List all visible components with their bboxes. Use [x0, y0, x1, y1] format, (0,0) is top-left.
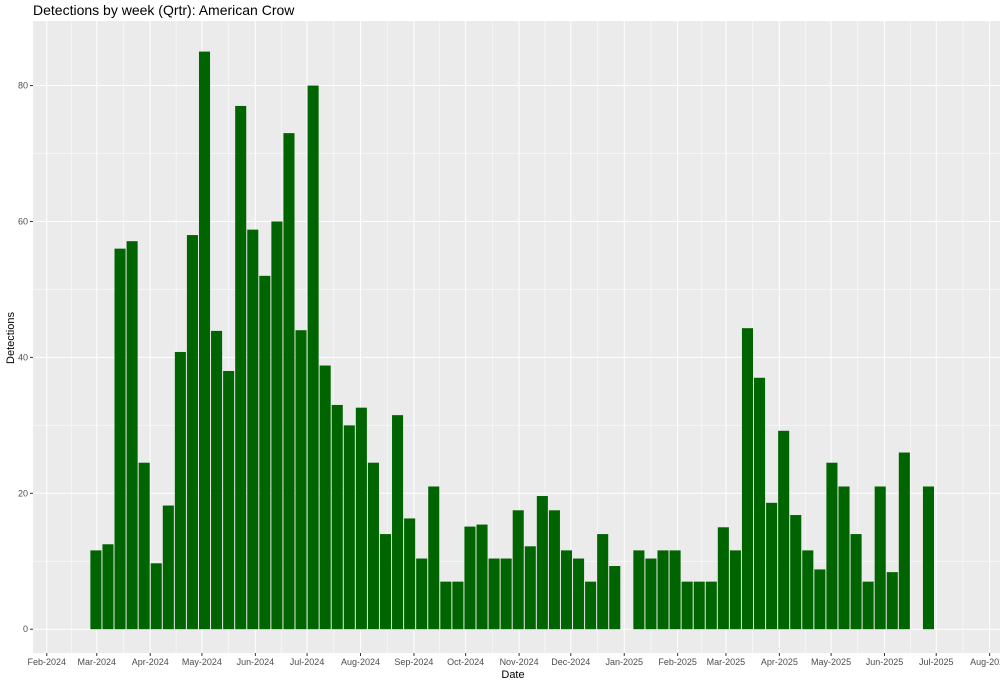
bar: [681, 581, 693, 630]
bar: [766, 502, 778, 630]
x-tick-label: May-2025: [811, 657, 851, 667]
x-tick-label: Feb-2024: [28, 657, 67, 667]
bar: [211, 330, 223, 630]
bar: [476, 524, 488, 630]
bar: [802, 550, 814, 630]
x-tick-label: Oct-2024: [447, 657, 484, 667]
x-tick-label: Sep-2024: [394, 657, 433, 667]
bars: [90, 51, 934, 630]
bar: [379, 534, 392, 630]
bar: [922, 486, 934, 630]
bar: [102, 544, 114, 630]
bar: [126, 241, 138, 630]
bar: [669, 550, 681, 630]
bar: [198, 51, 211, 630]
bar: [138, 462, 150, 630]
y-tick-label: 20: [18, 488, 28, 498]
bar: [416, 558, 428, 630]
bar: [367, 462, 379, 630]
x-tick-label: Apr-2025: [761, 657, 798, 667]
chart-title: Detections by week (Qrtr): American Crow: [33, 2, 295, 18]
x-tick-label: Jun-2024: [237, 657, 275, 667]
bar: [826, 462, 838, 630]
bar: [283, 133, 295, 630]
bar: [428, 486, 440, 630]
x-tick-label: Mar-2025: [707, 657, 746, 667]
x-tick-label: Jul-2024: [290, 657, 325, 667]
y-tick-label: 40: [18, 352, 28, 362]
bar: [307, 85, 319, 630]
bar: [271, 221, 283, 630]
bar: [464, 526, 476, 630]
x-tick-label: Dec-2024: [551, 657, 590, 667]
bar: [645, 558, 657, 630]
x-tick-label: Aug-2025: [970, 657, 1000, 667]
bar: [174, 351, 186, 630]
bar: [754, 377, 766, 630]
bar: [90, 550, 102, 630]
bar: [536, 496, 548, 630]
bar: [838, 486, 850, 630]
bar: [404, 518, 416, 630]
y-tick-label: 60: [18, 216, 28, 226]
bar: [633, 550, 645, 630]
x-tick-label: Apr-2024: [132, 657, 169, 667]
bar: [355, 407, 367, 630]
bar: [585, 581, 597, 630]
bar: [573, 558, 585, 630]
bar: [162, 505, 174, 630]
bar: [778, 430, 790, 630]
bar: [729, 550, 741, 630]
bar: [150, 563, 162, 630]
x-tick-label: Jan-2025: [605, 657, 643, 667]
bar: [319, 365, 331, 630]
bar: [500, 558, 512, 630]
x-tick-label: Mar-2024: [78, 657, 117, 667]
bar: [223, 370, 235, 630]
bar: [717, 527, 729, 630]
bar: [114, 248, 126, 630]
bar: [186, 235, 198, 630]
y-tick-label: 0: [23, 624, 28, 634]
bar: [247, 229, 259, 630]
bar: [705, 581, 717, 630]
bar: [850, 534, 862, 630]
bar: [331, 404, 343, 630]
bar: [512, 510, 524, 630]
x-tick-label: Jun-2025: [866, 657, 904, 667]
y-axis-title: Detections: [5, 312, 17, 364]
x-axis: Feb-2024 Mar-2024 Apr-2024 May-2024 Jun-2024…: [28, 653, 1000, 667]
x-tick-label: Nov-2024: [500, 657, 539, 667]
bar: [597, 534, 609, 630]
bar: [693, 581, 705, 630]
x-tick-label: Aug-2024: [341, 657, 380, 667]
bar: [862, 581, 874, 630]
x-tick-label: Jul-2025: [919, 657, 954, 667]
bar: [524, 546, 536, 630]
bar: [295, 330, 307, 630]
bar: [343, 425, 355, 630]
bar: [392, 415, 404, 630]
bar: [814, 569, 826, 630]
bar: [657, 550, 669, 630]
bar: [790, 515, 802, 630]
y-axis: 0 20 40 60 80: [18, 81, 33, 634]
x-tick-label: May-2024: [182, 657, 222, 667]
bar: [488, 558, 500, 630]
bar: [898, 452, 910, 630]
bar: [259, 275, 271, 630]
bar: [560, 550, 573, 630]
bar: [741, 328, 754, 630]
bar: [235, 105, 247, 630]
bar: [609, 566, 621, 630]
x-axis-title: Date: [501, 669, 524, 681]
y-tick-label: 80: [18, 81, 28, 91]
bar: [548, 510, 560, 630]
bar: [874, 486, 886, 630]
bar: [886, 572, 898, 630]
bar: [440, 581, 452, 630]
x-tick-label: Feb-2025: [658, 657, 697, 667]
bar: [452, 581, 464, 630]
